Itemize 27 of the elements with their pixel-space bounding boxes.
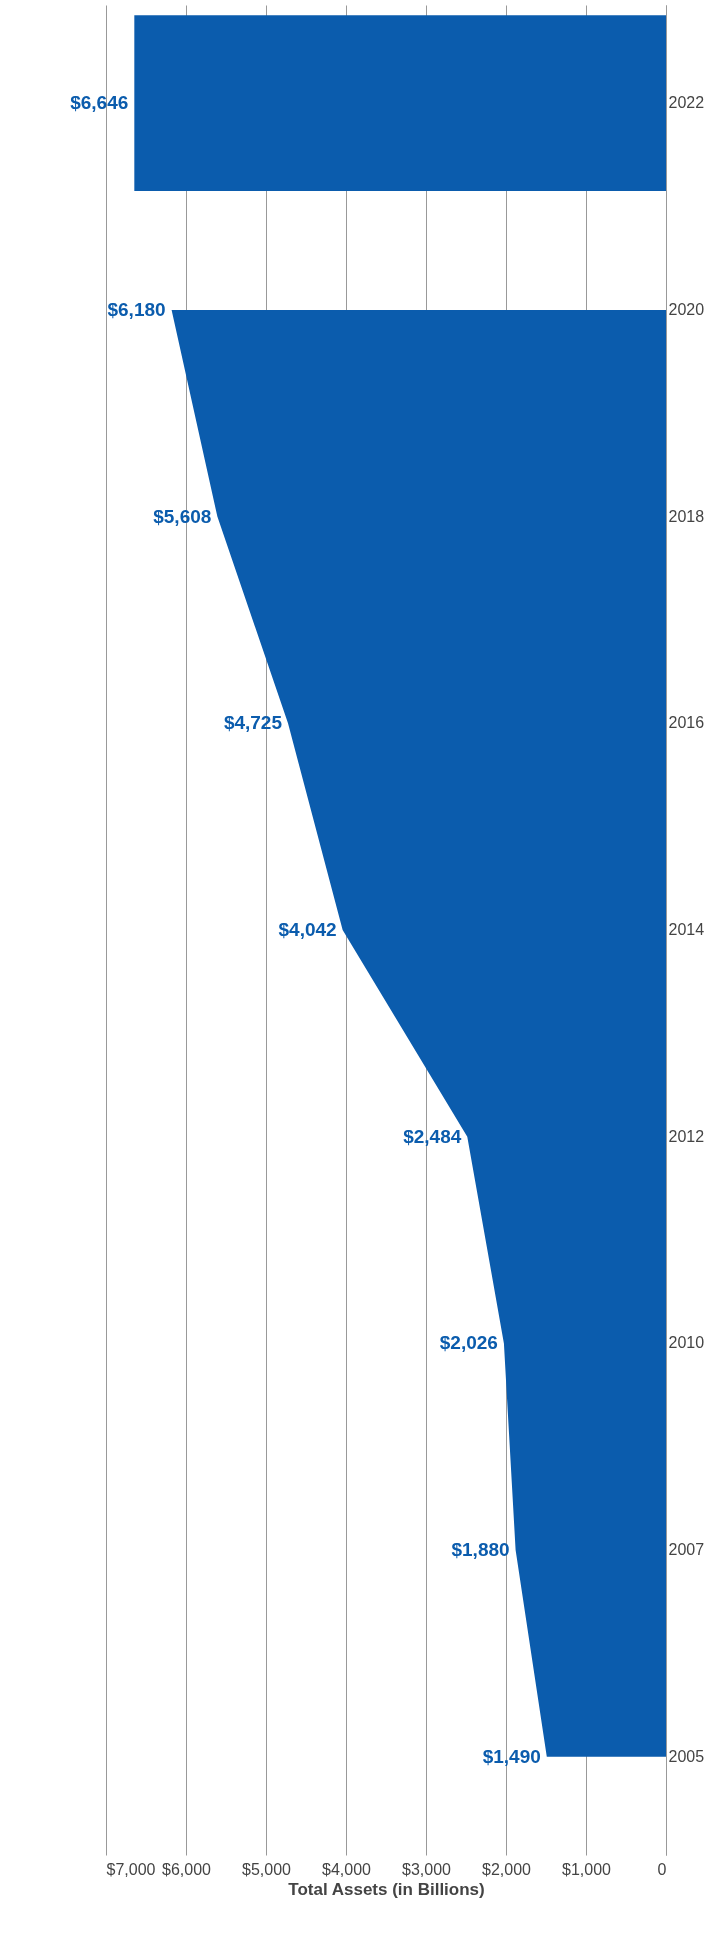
x-tick-label: 0 (657, 1860, 667, 1878)
y-tick-label: 2014 (668, 921, 705, 938)
data-label: $6,646 (70, 92, 129, 114)
x-tick-label: $5,000 (242, 1860, 292, 1878)
data-label: $4,042 (278, 919, 337, 940)
y-tick-label: 2007 (668, 1541, 705, 1559)
x-tick-label: $6,000 (162, 1860, 212, 1878)
x-axis-title: Total Assets (in Billions) (288, 1879, 485, 1899)
x-tick-label: $2,000 (482, 1860, 532, 1878)
data-label: $1,490 (482, 1745, 541, 1767)
data-label: $2,484 (403, 1125, 462, 1147)
y-tick-label: 2016 (668, 714, 705, 732)
data-label: $2,026 (439, 1332, 498, 1354)
y-tick-label: 2022 (668, 94, 705, 112)
y-tick-label: 2012 (668, 1127, 705, 1145)
data-label: $5,608 (153, 505, 212, 527)
y-tick-label: 2020 (668, 300, 705, 318)
y-tick-label: 2010 (668, 1334, 705, 1352)
x-tick-label: $4,000 (322, 1860, 372, 1878)
data-label: $6,180 (107, 298, 166, 320)
y-tick-label: 2018 (668, 507, 705, 525)
x-tick-label: $7,000 (106, 1860, 156, 1878)
x-tick-label: $3,000 (402, 1860, 452, 1878)
data-label: $4,725 (223, 712, 283, 734)
data-label: $1,880 (451, 1539, 510, 1561)
y-tick-label: 2005 (668, 1747, 705, 1765)
x-tick-label: $1,000 (562, 1860, 612, 1878)
